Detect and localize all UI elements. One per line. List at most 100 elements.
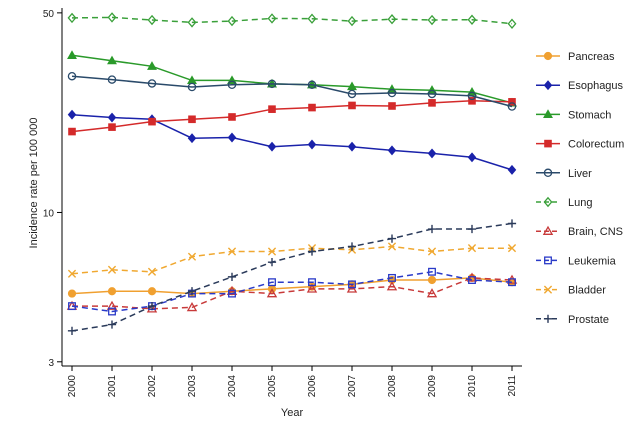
data-point-lung bbox=[307, 13, 317, 24]
legend-item-stomach: Stomach bbox=[536, 109, 611, 121]
legend-item-brain-cns: Brain, CNS bbox=[536, 225, 623, 238]
data-point-esophagus bbox=[227, 132, 237, 143]
data-point-prostate bbox=[107, 320, 117, 329]
data-point-colorectum bbox=[148, 117, 156, 126]
data-point-lung bbox=[347, 15, 357, 27]
data-point-esophagus bbox=[267, 141, 277, 152]
data-point-esophagus bbox=[67, 109, 77, 120]
y-tick-label: 10 bbox=[43, 208, 55, 219]
data-point-esophagus bbox=[507, 164, 517, 175]
data-point-leukemia bbox=[108, 307, 116, 316]
legend-item-colorectum: Colorectum bbox=[536, 139, 624, 151]
data-point-lung bbox=[467, 14, 477, 25]
y-axis-label: Incidence rate per 100 000 bbox=[28, 118, 40, 249]
series-line-liver bbox=[71, 75, 513, 108]
data-point-prostate bbox=[387, 234, 397, 243]
data-point-pancreas bbox=[147, 287, 157, 296]
data-point-colorectum bbox=[388, 102, 396, 110]
data-point-leukemia bbox=[468, 276, 476, 284]
data-point-esophagus bbox=[107, 112, 117, 123]
legend-item-bladder: Bladder bbox=[536, 285, 606, 297]
data-point-liver bbox=[467, 91, 477, 101]
data-point-prostate bbox=[227, 272, 237, 281]
x-tick-label: 2006 bbox=[307, 375, 318, 398]
legend-label: Pancreas bbox=[568, 51, 615, 63]
series-line-brain-cns bbox=[72, 277, 513, 310]
data-point-brain-cns bbox=[386, 281, 398, 291]
data-point-colorectum bbox=[188, 115, 196, 124]
data-point-pancreas bbox=[67, 289, 77, 298]
legend-marker bbox=[543, 285, 553, 294]
data-point-bladder bbox=[67, 269, 77, 278]
legend-marker bbox=[543, 51, 553, 61]
data-point-stomach bbox=[107, 55, 117, 65]
data-point-bladder bbox=[187, 252, 197, 261]
y-tick-label: 50 bbox=[43, 9, 55, 20]
data-point-prostate bbox=[147, 302, 157, 311]
data-point-colorectum bbox=[508, 98, 516, 106]
data-point-lung bbox=[107, 12, 117, 23]
series-line-bladder bbox=[71, 245, 512, 275]
data-point-liver bbox=[387, 88, 397, 98]
x-tick-label: 2001 bbox=[107, 375, 118, 398]
data-point-lung bbox=[387, 14, 397, 25]
data-point-prostate bbox=[347, 242, 357, 251]
legend-label: Liver bbox=[568, 168, 592, 180]
data-point-brain-cns bbox=[426, 288, 438, 298]
y-axis-ticks: 3 10 50 bbox=[43, 9, 62, 369]
legend-marker bbox=[543, 196, 553, 208]
x-tick-label: 2002 bbox=[147, 375, 158, 398]
x-axis-ticks: 2000 2001 2002 2003 2004 2005 2006 2007 2008 2009… bbox=[67, 366, 518, 397]
data-point-esophagus bbox=[187, 133, 197, 144]
data-point-bladder bbox=[107, 265, 117, 274]
data-point-colorectum bbox=[108, 123, 116, 131]
series-bladder bbox=[67, 242, 517, 278]
data-point-bladder bbox=[427, 247, 437, 256]
data-point-brain-cns bbox=[346, 283, 358, 293]
data-point-leukemia bbox=[388, 273, 396, 282]
series-line-leukemia bbox=[71, 271, 513, 313]
legend-label: Lung bbox=[568, 197, 592, 209]
legend: Pancreas Esophagus Stomach Colorectum Liver L… bbox=[536, 51, 624, 326]
data-point-brain-cns bbox=[266, 288, 278, 298]
data-point-lung bbox=[187, 17, 197, 28]
data-point-colorectum bbox=[308, 103, 316, 112]
legend-marker bbox=[543, 80, 553, 91]
data-point-prostate bbox=[67, 326, 77, 335]
data-point-lung bbox=[147, 14, 157, 26]
data-point-lung bbox=[67, 12, 77, 24]
data-point-liver bbox=[307, 80, 317, 90]
x-tick-label: 2004 bbox=[227, 375, 238, 398]
x-tick-label: 2010 bbox=[467, 375, 478, 398]
legend-label: Brain, CNS bbox=[568, 226, 623, 238]
series-prostate bbox=[67, 219, 517, 335]
data-point-esophagus bbox=[427, 148, 437, 159]
legend-label: Colorectum bbox=[568, 139, 624, 151]
data-point-leukemia bbox=[228, 289, 236, 298]
series-lung bbox=[67, 12, 517, 29]
data-point-lung bbox=[227, 15, 237, 27]
data-point-esophagus bbox=[307, 139, 317, 150]
legend-item-lung: Lung bbox=[536, 196, 592, 209]
y-tick-label: 3 bbox=[48, 358, 54, 369]
data-point-prostate bbox=[467, 224, 477, 234]
data-point-liver bbox=[267, 79, 277, 89]
x-tick-label: 2008 bbox=[387, 375, 398, 398]
series-line-pancreas bbox=[71, 277, 513, 295]
data-point-esophagus bbox=[347, 141, 357, 152]
data-point-liver bbox=[347, 89, 357, 99]
data-point-colorectum bbox=[68, 127, 76, 136]
data-point-esophagus bbox=[387, 145, 397, 156]
x-tick-label: 2000 bbox=[67, 375, 78, 398]
series-colorectum bbox=[68, 97, 516, 136]
legend-marker bbox=[543, 168, 553, 178]
plot-area bbox=[61, 8, 522, 367]
data-point-prostate bbox=[187, 287, 197, 296]
series-liver bbox=[67, 71, 517, 111]
data-point-stomach bbox=[347, 81, 357, 91]
data-point-colorectum bbox=[468, 97, 476, 105]
data-point-colorectum bbox=[348, 101, 356, 110]
data-point-liver bbox=[67, 71, 77, 81]
data-point-bladder bbox=[387, 242, 397, 251]
